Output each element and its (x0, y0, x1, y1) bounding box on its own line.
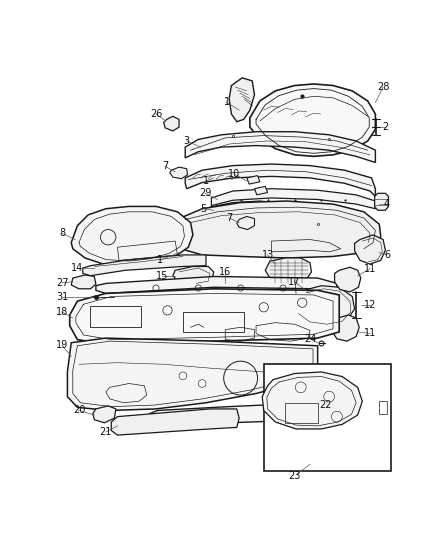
Text: 5: 5 (201, 204, 207, 214)
Text: 18: 18 (56, 307, 68, 317)
Polygon shape (254, 187, 268, 195)
Bar (91, 306, 141, 327)
Bar (183, 312, 244, 332)
Text: 4: 4 (384, 199, 390, 209)
Polygon shape (70, 289, 339, 344)
Polygon shape (175, 201, 381, 258)
Text: 1: 1 (157, 255, 163, 265)
Text: 6: 6 (384, 250, 390, 260)
Polygon shape (185, 132, 375, 163)
Text: 7: 7 (226, 213, 232, 223)
Text: 1: 1 (203, 176, 209, 186)
Polygon shape (355, 235, 385, 264)
Polygon shape (111, 409, 239, 435)
Text: 12: 12 (364, 300, 376, 310)
Polygon shape (374, 193, 389, 210)
Text: 21: 21 (100, 427, 112, 437)
Polygon shape (96, 277, 337, 294)
Polygon shape (164, 116, 179, 131)
Bar (285, 403, 318, 423)
Text: 7: 7 (162, 161, 168, 172)
Polygon shape (293, 286, 355, 326)
Polygon shape (67, 338, 318, 410)
Text: 29: 29 (199, 188, 212, 198)
Text: 8: 8 (59, 228, 65, 238)
Text: 15: 15 (156, 271, 168, 281)
Text: 26: 26 (150, 109, 162, 119)
Polygon shape (71, 275, 96, 289)
Text: 19: 19 (56, 340, 68, 350)
Bar (264, 364, 391, 471)
Polygon shape (229, 78, 254, 122)
Text: 24: 24 (304, 334, 316, 344)
Text: 2: 2 (382, 122, 389, 132)
Text: 23: 23 (288, 471, 301, 481)
Polygon shape (247, 175, 260, 184)
Polygon shape (332, 315, 359, 341)
Polygon shape (262, 372, 362, 429)
Text: 11: 11 (364, 264, 376, 274)
Text: 20: 20 (73, 406, 85, 415)
Text: 31: 31 (56, 292, 68, 302)
Polygon shape (237, 216, 254, 230)
Text: 22: 22 (319, 400, 332, 410)
Polygon shape (83, 255, 206, 276)
Polygon shape (206, 201, 276, 218)
Text: 3: 3 (184, 136, 190, 146)
Polygon shape (212, 189, 375, 209)
Polygon shape (250, 84, 375, 156)
Polygon shape (93, 406, 116, 423)
Text: 10: 10 (228, 169, 240, 179)
Polygon shape (150, 403, 319, 426)
Text: 27: 27 (56, 278, 68, 288)
Text: 11: 11 (364, 328, 376, 338)
Text: 13: 13 (261, 250, 274, 260)
Text: 17: 17 (288, 277, 301, 287)
Polygon shape (335, 267, 361, 292)
Polygon shape (71, 206, 193, 265)
Text: 14: 14 (71, 263, 84, 273)
Polygon shape (173, 266, 214, 285)
Polygon shape (185, 164, 375, 196)
Text: 28: 28 (377, 82, 389, 92)
Text: 1: 1 (224, 98, 230, 108)
Polygon shape (170, 167, 187, 179)
Polygon shape (265, 258, 311, 284)
Text: 16: 16 (219, 267, 231, 277)
Bar (379, 401, 387, 414)
